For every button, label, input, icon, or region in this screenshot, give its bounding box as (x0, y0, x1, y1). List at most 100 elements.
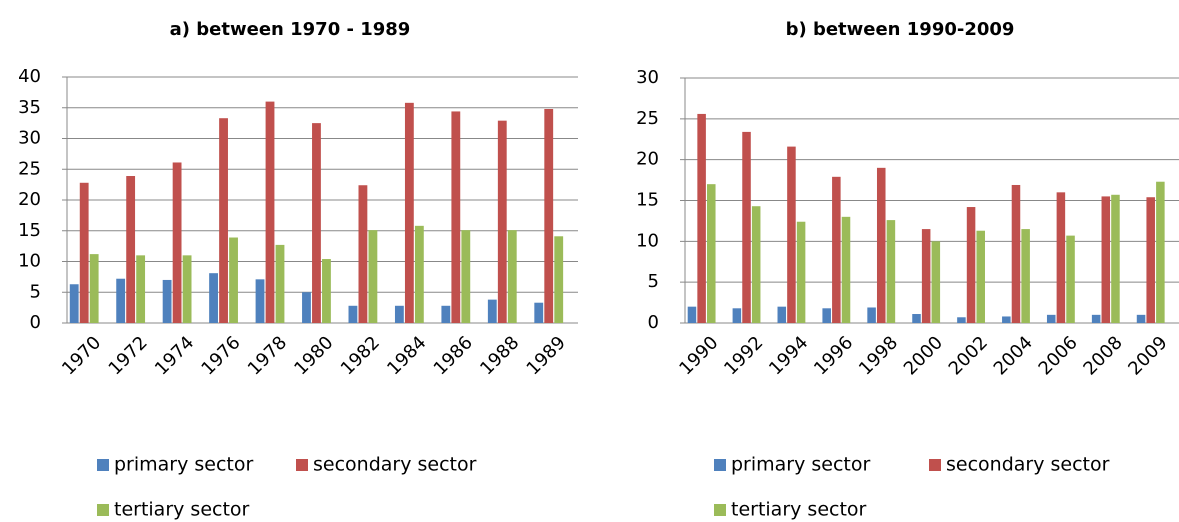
bar (368, 230, 378, 323)
bar (1011, 184, 1021, 323)
y-tick-label: 40 (18, 66, 41, 87)
x-tick-label: 1976 (197, 332, 244, 379)
x-tick-label: 1984 (383, 332, 430, 379)
bar (976, 230, 985, 323)
x-tick-label: 2008 (1079, 332, 1126, 379)
x-tick-label: 1986 (430, 332, 477, 379)
y-tick-label: 25 (18, 158, 41, 179)
bar (441, 305, 451, 323)
legend-label: secondary sector (313, 454, 477, 476)
bar (414, 225, 424, 323)
y-tick-label: 15 (636, 190, 659, 211)
bar (912, 314, 921, 323)
y-tick-label: 0 (648, 312, 659, 333)
x-tick-label: 2004 (990, 332, 1037, 379)
legend-swatch (714, 459, 726, 471)
bar (69, 284, 79, 323)
bar (1066, 235, 1075, 323)
bar (394, 305, 404, 323)
legend-swatch (296, 459, 308, 471)
chart-title: a) between 1970 - 1989 (170, 19, 411, 40)
bar (358, 185, 368, 323)
bar (275, 244, 285, 323)
bar (751, 206, 761, 323)
bar (841, 216, 851, 323)
bar (162, 279, 172, 323)
x-tick-label: 1994 (765, 332, 812, 379)
bar (1046, 314, 1056, 323)
bar (182, 255, 192, 323)
y-tick-label: 30 (18, 128, 41, 149)
bar (687, 306, 697, 323)
legend-swatch (714, 504, 726, 516)
bar (732, 308, 742, 323)
bar (921, 229, 931, 323)
bar (966, 207, 976, 323)
bar (116, 278, 126, 323)
x-tick-label: 2000 (900, 332, 947, 379)
y-tick-label: 20 (18, 189, 41, 210)
legend-swatch (97, 504, 109, 516)
bar (219, 118, 228, 323)
legend-label: primary sector (114, 454, 254, 476)
bar (312, 123, 321, 323)
y-tick-label: 0 (30, 312, 41, 333)
bar (302, 292, 311, 323)
bar (1146, 197, 1155, 323)
y-tick-label: 30 (636, 67, 659, 88)
bar (255, 279, 265, 323)
y-tick-label: 5 (648, 271, 659, 292)
bar (1111, 194, 1120, 323)
legend-label: tertiary sector (731, 499, 867, 521)
bar (931, 241, 941, 323)
bar (507, 230, 517, 323)
x-tick-label: 1988 (476, 332, 523, 379)
bar (1002, 316, 1011, 323)
bar (126, 176, 136, 323)
legend-label: primary sector (731, 454, 871, 476)
bar (497, 120, 507, 323)
bar (229, 237, 238, 323)
y-tick-label: 10 (18, 251, 41, 272)
bar (1056, 192, 1066, 323)
x-tick-label: 1990 (675, 332, 722, 379)
bar (404, 102, 414, 323)
x-tick-label: 1982 (337, 332, 384, 379)
bar (209, 273, 218, 323)
bar (697, 113, 706, 323)
bar (822, 308, 831, 323)
bar (777, 306, 787, 323)
y-tick-label: 20 (636, 149, 659, 170)
bar (544, 108, 554, 323)
bar (554, 236, 564, 323)
bar (867, 307, 876, 323)
x-tick-label: 2002 (945, 332, 992, 379)
bar (1101, 196, 1111, 323)
legend-label: secondary sector (946, 454, 1110, 476)
bar (322, 259, 331, 323)
bar (461, 230, 471, 323)
bar (487, 299, 497, 323)
bar (79, 182, 89, 323)
bar (957, 317, 966, 323)
x-tick-label: 1978 (244, 332, 291, 379)
bar (534, 302, 544, 323)
bar (265, 101, 275, 323)
x-tick-label: 1974 (151, 332, 198, 379)
legend-label: tertiary sector (114, 499, 250, 521)
legend-swatch (929, 459, 941, 471)
chart-title: b) between 1990-2009 (786, 19, 1015, 40)
x-tick-label: 1992 (720, 332, 767, 379)
y-tick-label: 5 (30, 281, 41, 302)
bar (172, 162, 182, 323)
bar (348, 305, 358, 323)
y-tick-label: 15 (18, 220, 41, 241)
x-tick-label: 1980 (290, 332, 337, 379)
x-tick-label: 1989 (523, 332, 570, 379)
y-tick-label: 35 (18, 97, 41, 118)
bar (796, 221, 806, 323)
x-tick-label: 1996 (810, 332, 857, 379)
legend-swatch (97, 459, 109, 471)
x-tick-label: 1998 (855, 332, 902, 379)
